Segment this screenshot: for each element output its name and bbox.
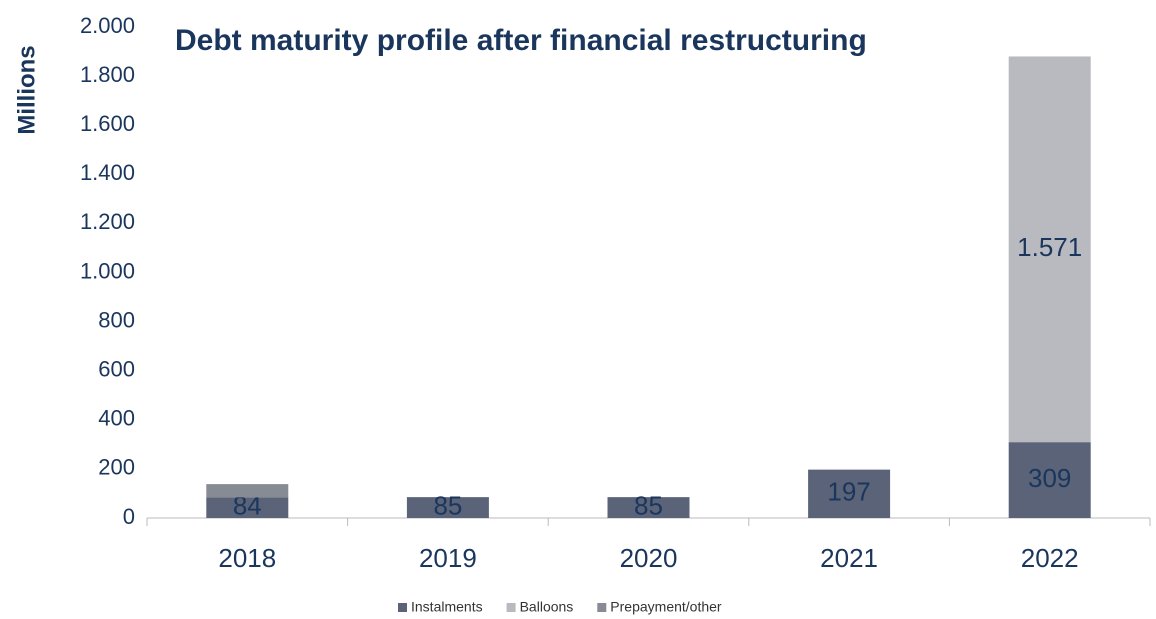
y-tick-label: 1.000 [80,258,135,283]
bar-segment [406,497,489,518]
y-tick-label: 1.400 [80,160,135,185]
bar-segment [1008,442,1091,518]
bar-segment [206,497,289,518]
legend-label: Instalments [411,599,483,615]
y-tick-label: 400 [98,406,135,431]
bar-segment [808,469,891,518]
bar-segment [607,497,690,518]
y-tick-label: 1.800 [80,62,135,87]
data-label: 309 [1028,463,1071,493]
legend-label: Prepayment/other [610,599,722,615]
bar-segment [1008,56,1091,443]
data-label: 1.571 [1017,232,1082,262]
data-label: 85 [634,490,663,520]
legend-swatch [506,603,516,612]
y-tick-label: 200 [98,455,135,480]
y-tick-label: 800 [98,307,135,332]
legend-swatch [597,603,607,612]
x-tick-label: 2021 [820,543,878,573]
y-tick-label: 2.000 [80,13,135,38]
x-tick-label: 2022 [1021,543,1079,573]
bar-segment [206,484,289,498]
y-tick-label: 0 [123,504,135,529]
legend-swatch [398,603,407,612]
y-axis-label: Millions [13,45,40,134]
chart-title: Debt maturity profile after financial re… [175,24,867,57]
data-label: 85 [433,490,462,520]
y-tick-label: 1.200 [80,209,135,234]
x-tick-label: 2020 [620,543,678,573]
y-tick-label: 1.600 [80,111,135,136]
x-tick-label: 2018 [218,543,276,573]
legend-label: Balloons [520,599,574,615]
data-label: 197 [827,477,870,507]
x-tick-label: 2019 [419,543,477,573]
y-tick-label: 600 [98,357,135,382]
